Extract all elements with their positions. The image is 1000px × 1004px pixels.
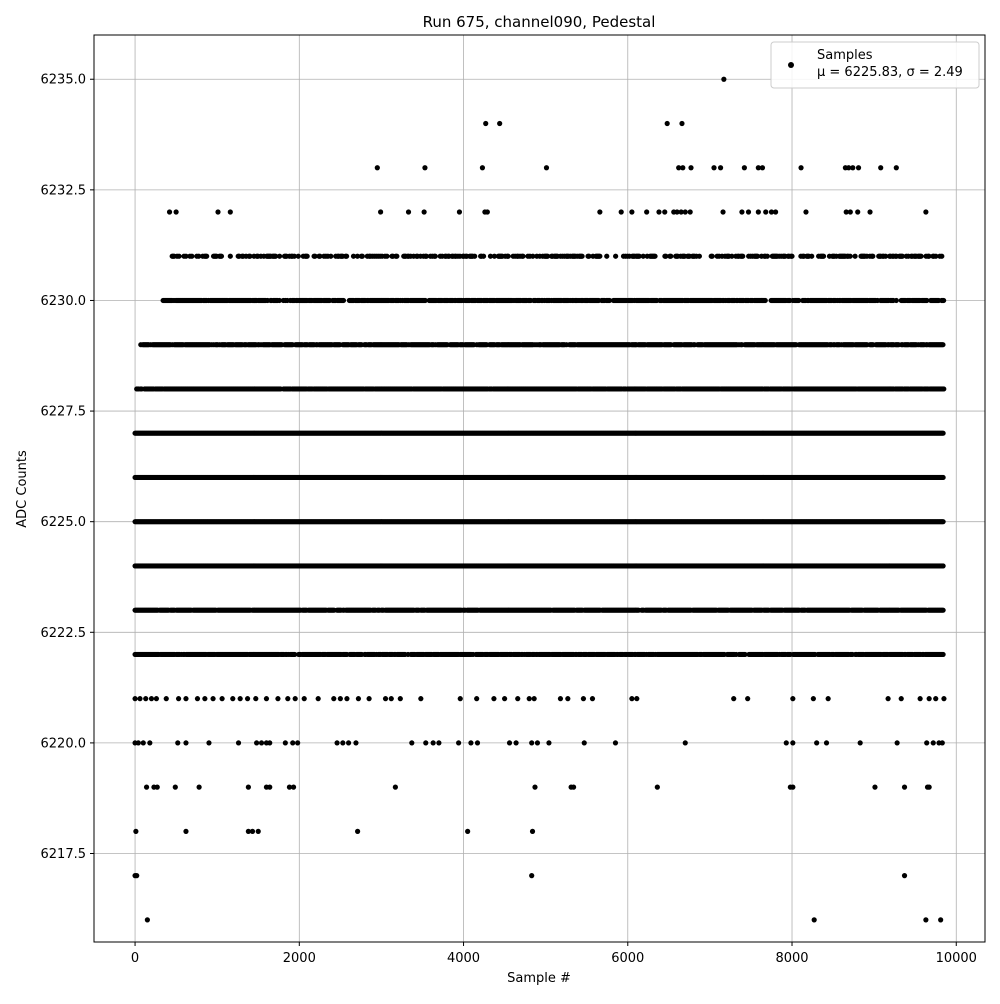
- data-point: [763, 298, 768, 303]
- data-point: [919, 254, 924, 259]
- data-point: [394, 254, 399, 259]
- data-point: [821, 254, 826, 259]
- data-point: [277, 254, 282, 259]
- data-point: [740, 254, 745, 259]
- data-point: [305, 254, 310, 259]
- data-point: [809, 254, 814, 259]
- data-point: [189, 254, 194, 259]
- data-point: [433, 254, 438, 259]
- data-point: [941, 431, 946, 436]
- data-point: [894, 298, 899, 303]
- data-point: [520, 254, 525, 259]
- data-point: [939, 254, 944, 259]
- data-point: [176, 254, 181, 259]
- data-point: [328, 254, 333, 259]
- data-point: [219, 254, 224, 259]
- data-point: [941, 298, 946, 303]
- data-point: [848, 254, 853, 259]
- data-point: [613, 254, 618, 259]
- data-point: [697, 254, 702, 259]
- data-point: [668, 254, 673, 259]
- data-point: [341, 298, 346, 303]
- data-point: [384, 254, 389, 259]
- data-point: [941, 386, 946, 391]
- data-point: [652, 254, 657, 259]
- data-point: [765, 254, 770, 259]
- data-point: [344, 254, 349, 259]
- data-point: [870, 254, 875, 259]
- data-point: [940, 342, 945, 347]
- data-point: [941, 475, 946, 480]
- data-point: [852, 254, 857, 259]
- data-point: [580, 254, 585, 259]
- data-point: [604, 254, 609, 259]
- data-point: [204, 254, 209, 259]
- data-point: [228, 254, 233, 259]
- data-point: [710, 254, 715, 259]
- data-point: [941, 519, 946, 524]
- data-point: [506, 254, 511, 259]
- data-point: [597, 254, 602, 259]
- data-point: [472, 254, 477, 259]
- data-point: [360, 254, 365, 259]
- data-point: [296, 254, 301, 259]
- data-point: [481, 254, 486, 259]
- data-point: [789, 254, 794, 259]
